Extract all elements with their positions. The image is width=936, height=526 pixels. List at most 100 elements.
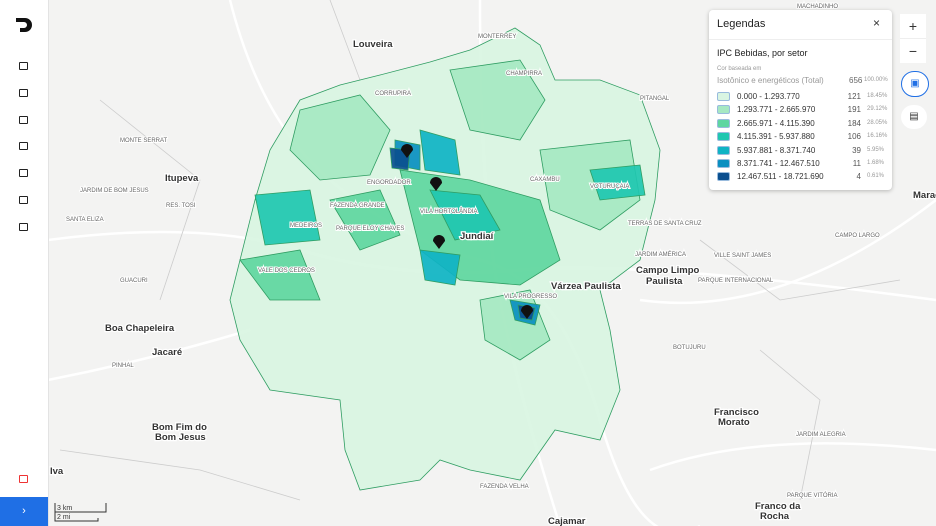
place-label: Louveira [353,39,393,50]
place-label: Maraó [913,190,936,201]
range: 2.665.971 - 4.115.390 [737,118,815,128]
area-label: TERRAS DE SANTA CRUZ [628,221,702,227]
place-label: Morato [718,417,750,428]
place-label: Campo Limpo [636,265,700,276]
area-label: VILLE SAINT JAMES [714,253,771,259]
export-icon[interactable] [19,196,28,204]
sector [239,249,321,301]
divider [709,39,892,40]
variable: Isotônico e energéticos (Total) [717,76,824,85]
swatch [717,105,730,115]
marker[interactable] [401,144,413,158]
range: 4.115.391 - 5.937.880 [737,132,815,142]
count: 39 [852,145,861,155]
scale-bar: 3 km 2 mi [54,503,107,522]
area-label: MONTE SERRAT [120,138,168,144]
area-label: CAMPO LARGO [835,233,880,239]
swatch [717,172,730,182]
sidebar: › [0,0,49,526]
percent: 29.12% [867,106,888,113]
expand-button[interactable]: › [0,497,48,526]
area-label: CHAMPIRRA [506,71,542,77]
sector [589,164,646,201]
count: 184 [847,118,861,128]
logout-icon[interactable] [19,475,28,483]
place-label: Itupeva [165,173,199,184]
chart-icon[interactable] [19,142,28,150]
area-label: FAZENDA GRANDE [330,203,385,209]
marker[interactable] [521,305,533,319]
home-icon[interactable] [19,223,28,231]
marker[interactable] [433,235,445,249]
place-label: Cajamar [548,516,586,526]
area-label: JARDIM ALEGRIA [796,432,846,438]
legend-toggle[interactable]: ▣ [901,71,929,97]
color-by-label: Cor baseada em [717,66,762,72]
grid-icon[interactable] [19,169,28,177]
legend-row: 8.371.741 - 12.467.510 11 1.68% [717,158,889,170]
area-label: VOTURUÇAIA [590,184,629,190]
legend-row: 5.937.881 - 8.371.740 39 5.95% [717,145,889,157]
area-label: VILA PROGRESSO [504,294,557,300]
scale-label: 3 km [57,505,72,512]
total-percent: 100.00% [864,77,888,83]
area-label: VILA HORTOLÂNDIA [420,208,477,215]
legend-header: Legendas [717,18,766,30]
percent: 28.05% [867,119,888,126]
area-label: MEDEIROS [290,223,322,229]
markers [401,144,533,319]
scale-label: 2 mi [57,514,71,521]
sector [289,94,391,181]
legend-row: 0.000 - 1.293.770 121 18.45% [717,91,889,103]
layers-icon[interactable] [19,62,28,70]
swatch [717,92,730,101]
area-label: CAXAMBU [530,177,560,183]
legend-row: 2.665.971 - 4.115.390 184 28.05% [717,118,889,130]
percent: 1.68% [867,160,885,166]
legend-panel: Legendas × IPC Bebidas, por setor Cor ba… [709,10,892,190]
sector [539,139,641,231]
swatch [717,118,730,128]
map-icon[interactable] [19,116,28,124]
zoom-out[interactable]: − [900,38,926,63]
count: 121 [847,92,861,101]
swatch [717,145,730,155]
area-label: BOTUJURU [673,345,706,351]
area-label: PARQUE VITÓRIA [787,492,838,499]
area-label: SANTA ELIZA [66,217,104,223]
sector [429,189,501,241]
range: 8.371.741 - 12.467.510 [737,159,820,168]
count: 191 [847,105,861,115]
place-label: Boa Chapeleira [105,323,175,334]
logo [16,18,32,32]
folder-icon[interactable] [19,89,28,97]
place-label: Bom Jesus [155,432,206,443]
area-label: PITANGAL [640,96,670,102]
area-label: JARDIM DE BOM JESUS [80,188,149,194]
count: 4 [856,172,861,182]
range: 5.937.881 - 8.371.740 [737,145,816,155]
sector [329,189,401,251]
scale-line [54,503,107,522]
basemap-toggle[interactable]: ▤ [901,105,927,129]
marker[interactable] [430,177,442,191]
area-labels: MONTE SERRAT PITANGAL CAXAMBU CORRUPIRA … [65,3,881,500]
sector [419,249,461,286]
area-label: PARQUE ELOY CHAVES [336,226,404,232]
percent: 16.16% [867,133,888,140]
area-label: RES. TOSI [166,203,196,209]
place-label: Francisco [714,407,759,418]
legend-row: 4.115.391 - 5.937.880 106 16.16% [717,131,889,143]
area-label: JARDIM AMÉRICA [635,251,686,258]
zoom-in[interactable]: + [900,14,926,38]
layer-name: IPC Bebidas, por setor [717,48,808,58]
percent: 0.61% [867,173,885,180]
area-label: PINHAL [112,363,134,369]
close-button[interactable]: × [872,16,880,30]
count: 106 [847,132,861,142]
sector [449,59,546,141]
place-label: Franco da [755,501,801,512]
total-count: 656 [849,76,863,85]
percent: 5.95% [867,146,885,153]
